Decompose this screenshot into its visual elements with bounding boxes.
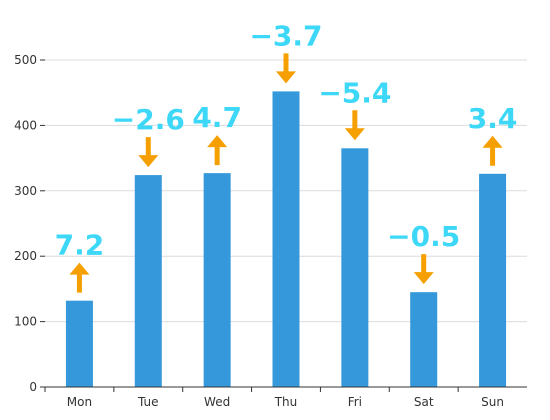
x-tick-label-wed: Wed [204,395,230,409]
bar-fri [341,148,369,387]
y-tick-label: 300 [14,184,37,198]
change-labels: 7.2 −2.6 4.7 −3.7 −5.4 −0.5 3.4 [55,19,518,261]
y-tick-label: 100 [14,315,37,329]
change-label-sun: 3.4 [468,102,518,135]
bar-sun [479,173,507,387]
x-tick-label-fri: Fri [348,395,362,409]
bar-thu [272,91,300,387]
y-tick-label: 200 [14,249,37,263]
change-label-fri: −5.4 [318,76,391,109]
x-tick-label-sun: Sun [481,395,504,409]
arrow-up-icon [69,262,90,293]
x-tick-label-tue: Tue [137,395,159,409]
arrow-up-icon [482,135,503,166]
x-axis-ticks: Mon Tue Wed Thu Fri Sat Sun [44,387,504,409]
change-label-sat: −0.5 [387,220,460,253]
bar-wed [203,173,231,387]
x-tick-label-thu: Thu [274,395,298,409]
x-tick-label-mon: Mon [67,395,92,409]
arrow-down-icon [413,254,434,285]
change-label-tue: −2.6 [112,103,185,136]
arrow-down-icon [276,53,296,84]
bars [65,91,507,387]
bar-mon [65,300,93,387]
bar-tue [134,175,162,387]
change-arrows [69,53,503,293]
arrow-down-icon [138,137,159,168]
y-axis-ticks: 0 100 200 300 400 500 [14,53,45,394]
y-tick-label: 500 [14,53,37,67]
x-tick-label-sat: Sat [414,395,434,409]
y-tick-label: 400 [14,118,37,132]
change-label-wed: 4.7 [192,101,242,134]
change-label-thu: −3.7 [249,19,322,52]
y-tick-label: 0 [29,380,37,394]
arrow-down-icon [344,110,365,141]
change-label-mon: 7.2 [55,229,105,262]
arrow-up-icon [207,135,228,166]
bar-sat [410,292,438,387]
